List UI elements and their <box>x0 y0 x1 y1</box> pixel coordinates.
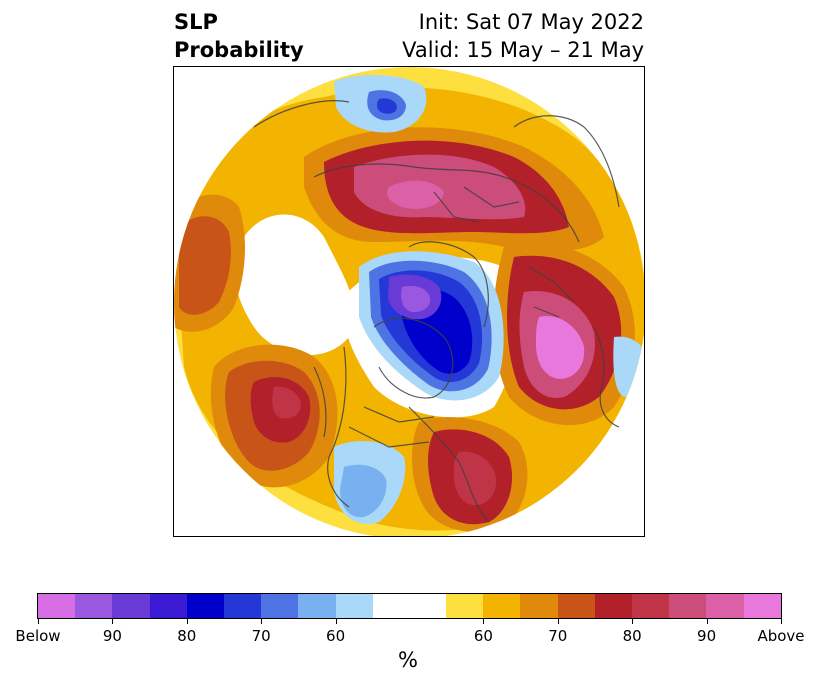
probability-map <box>173 66 645 537</box>
valid-range: Valid: 15 May – 21 May <box>402 38 644 62</box>
region-below-us-2 <box>340 464 387 518</box>
region-below-arctic-6 <box>401 285 431 313</box>
colorbar-segment <box>186 594 224 618</box>
colorbar <box>37 593 782 619</box>
region-above-north-4 <box>387 180 444 209</box>
colorbar-tick-mark <box>632 619 634 624</box>
title-product: Probability <box>174 38 304 62</box>
colorbar-segment <box>520 594 558 618</box>
colorbar-tick-label: Below <box>15 627 61 645</box>
region-below-east-edge <box>613 336 644 397</box>
colorbar-segment <box>75 594 113 618</box>
colorbar-segment <box>446 594 484 618</box>
colorbar-tick-mark <box>261 619 263 624</box>
region-below-north-3 <box>376 98 397 114</box>
colorbar-segment <box>483 594 521 618</box>
colorbar-segment <box>594 594 633 618</box>
region-above-east-4 <box>536 316 585 379</box>
colorbar-units: % <box>398 648 418 672</box>
coastlines <box>253 100 620 523</box>
colorbar-segment <box>335 594 373 618</box>
colorbar-segment <box>372 594 447 618</box>
colorbar-tick-mark <box>557 619 559 624</box>
colorbar-tick-mark <box>38 619 39 624</box>
colorbar-segment <box>298 594 336 618</box>
colorbar-segment <box>261 594 299 618</box>
colorbar-segment <box>223 594 262 618</box>
colorbar-tick-mark <box>706 619 708 624</box>
colorbar-segment <box>557 594 595 618</box>
title-left: SLP Probability <box>174 8 304 64</box>
colorbar-tick-label: 70 <box>251 627 271 645</box>
colorbar-tick-label: 90 <box>102 627 122 645</box>
colorbar-segment <box>632 594 670 618</box>
colorbar-tick-mark <box>186 619 188 624</box>
region-above-pacific-4 <box>272 386 301 419</box>
colorbar-tick-label: 70 <box>548 627 568 645</box>
colorbar-tick-mark <box>112 619 114 624</box>
colorbar-segment <box>669 594 707 618</box>
colorbar-segment <box>706 594 744 618</box>
colorbar-tick-mark <box>781 619 782 624</box>
colorbar-segment <box>112 594 150 618</box>
region-above-atlantic-3 <box>453 451 497 506</box>
title-right: Init: Sat 07 May 2022 Valid: 15 May – 21… <box>402 8 644 64</box>
region-above-west-2 <box>179 216 231 315</box>
colorbar-segment <box>149 594 187 618</box>
colorbar-tick-label: 80 <box>177 627 197 645</box>
colorbar-segment <box>743 594 781 618</box>
title-variable: SLP <box>174 10 218 34</box>
init-date: Init: Sat 07 May 2022 <box>418 10 644 34</box>
colorbar-tick-label: 80 <box>622 627 642 645</box>
colorbar-tick-label: 60 <box>326 627 346 645</box>
colorbar-tick-mark <box>335 619 337 624</box>
colorbar-tick-label: 90 <box>697 627 717 645</box>
colorbar-tick-label: 60 <box>473 627 493 645</box>
colorbar-tick-mark <box>483 619 485 624</box>
region-neutral-west <box>235 214 355 356</box>
colorbar-tick-label: Above <box>757 627 805 645</box>
colorbar-segment <box>38 594 76 618</box>
map-canvas <box>174 67 644 536</box>
